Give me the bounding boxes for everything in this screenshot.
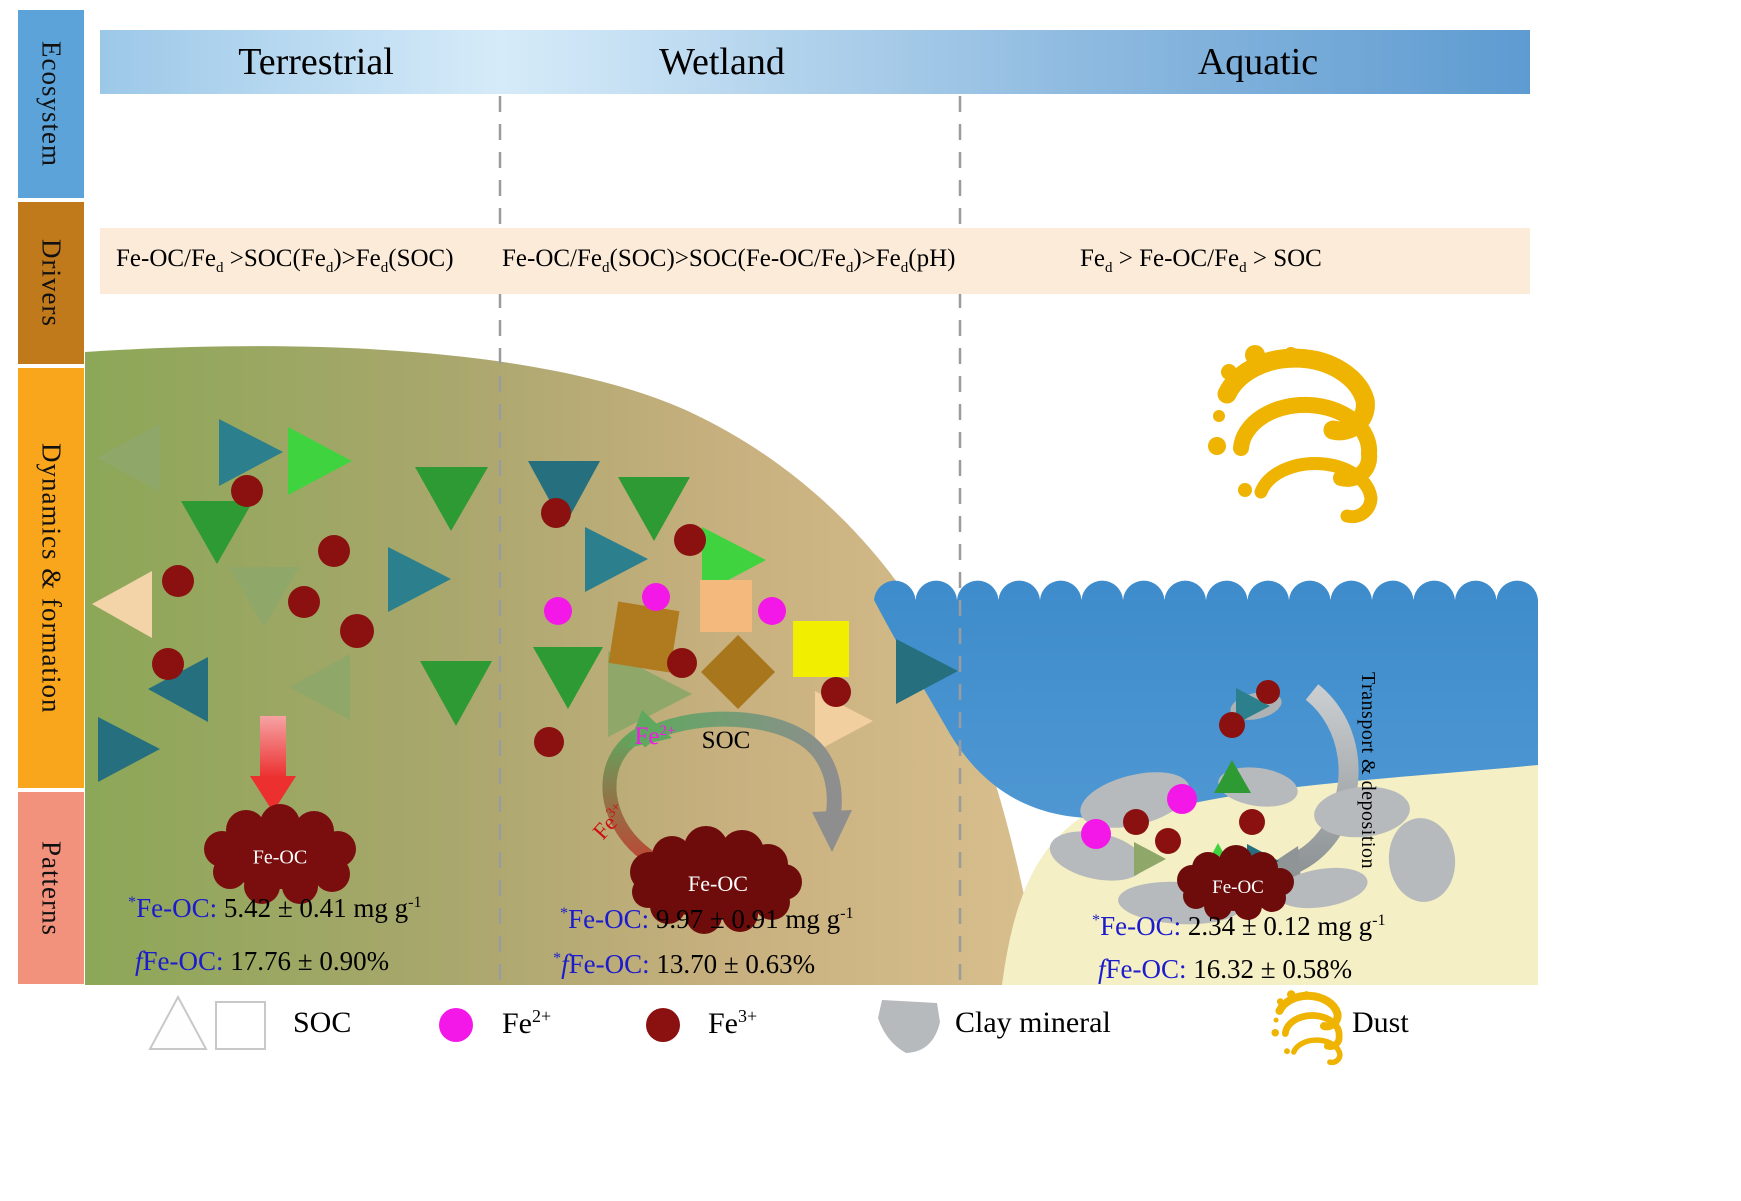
fe-oc-blob-label-terrestrial: Fe-OC: [252, 846, 308, 869]
ecosystem-header-bar: Terrestrial Wetland Aquatic: [100, 30, 1530, 94]
deposition-arrow-terrestrial: [250, 716, 296, 812]
drivers-band: Fe-OC/Fed >SOC(Fed)>Fed(SOC) Fe-OC/Fed(S…: [100, 228, 1530, 294]
soc-legend-icon: [148, 994, 266, 1050]
clay-legend-icon: [878, 1000, 940, 1053]
transport-deposition-label: Transport & deposition: [1357, 672, 1379, 869]
fe-oc-blob-label-aquatic: Fe-OC: [1212, 877, 1264, 898]
stat-f-fe-oc-terrestrial: fFe-OC: 17.76 ± 0.90%: [135, 946, 390, 976]
stat-fe-oc-aquatic: *Fe-OC: 2.34 ± 0.12 mg g-1: [1092, 911, 1386, 941]
cycle-label-soc: SOC: [701, 727, 751, 754]
fe3-particles-wetland: [534, 498, 851, 757]
dust-icon: [1208, 345, 1371, 517]
legend-label-dust: Dust: [1352, 1006, 1409, 1039]
legend-label-soc: SOC: [293, 1006, 352, 1039]
legend-label-fe3: Fe3+: [708, 1006, 758, 1040]
water-body: [874, 580, 1538, 819]
sidebar-label-dynamics-formation: Dynamics & formation: [18, 368, 84, 788]
dust-legend-icon: [1271, 990, 1339, 1062]
sidebar-label-drivers: Drivers: [18, 202, 84, 364]
fe-oc-blob-wetland: [630, 826, 802, 934]
fe3-legend-icon: [646, 1008, 680, 1042]
cycle-label-fe2: Fe2+: [634, 722, 676, 751]
fe2-legend-icon: [439, 1008, 473, 1042]
stat-f-fe-oc-aquatic: fFe-OC: 16.32 ± 0.58%: [1098, 954, 1353, 984]
fe3-particles-terrestrial: [152, 475, 374, 680]
header-wetland: Wetland: [659, 41, 785, 83]
drivers-formula-terrestrial: Fe-OC/Fed >SOC(Fed)>Fed(SOC): [116, 245, 454, 276]
sidebar-label-ecosystem: Ecosystem: [18, 10, 84, 198]
fe-oc-blob-label-wetland: Fe-OC: [688, 871, 748, 896]
soc-particles-terrestrial: [92, 419, 492, 782]
fe-oc-blob-aquatic: [1177, 845, 1294, 920]
fe2-particles-wetland: [544, 583, 786, 625]
sidebar-label-patterns: Patterns: [18, 792, 84, 984]
clay-minerals: [1049, 767, 1456, 925]
legend-label-clay-mineral: Clay mineral: [955, 1006, 1111, 1039]
stat-fe-oc-wetland: *Fe-OC: 9.97 ± 0.91 mg g-1: [560, 904, 854, 934]
header-aquatic: Aquatic: [1197, 41, 1319, 83]
drivers-formula-wetland: Fe-OC/Fed(SOC)>SOC(Fe-OC/Fed)>Fed(pH): [502, 245, 956, 276]
fe-oc-blob-terrestrial: [204, 804, 356, 904]
stat-f-fe-oc-wetland: *fFe-OC: 13.70 ± 0.63%: [553, 949, 816, 979]
header-terrestrial: Terrestrial: [238, 41, 394, 83]
drivers-formula-aquatic: Fed > Fe-OC/Fed > SOC: [1080, 245, 1322, 276]
stat-fe-oc-terrestrial: *Fe-OC: 5.42 ± 0.41 mg g-1: [128, 893, 422, 923]
soc-particles-wetland: [528, 461, 958, 752]
legend-label-fe2: Fe2+: [502, 1006, 552, 1040]
settling-particles-aquatic: [1219, 680, 1282, 738]
